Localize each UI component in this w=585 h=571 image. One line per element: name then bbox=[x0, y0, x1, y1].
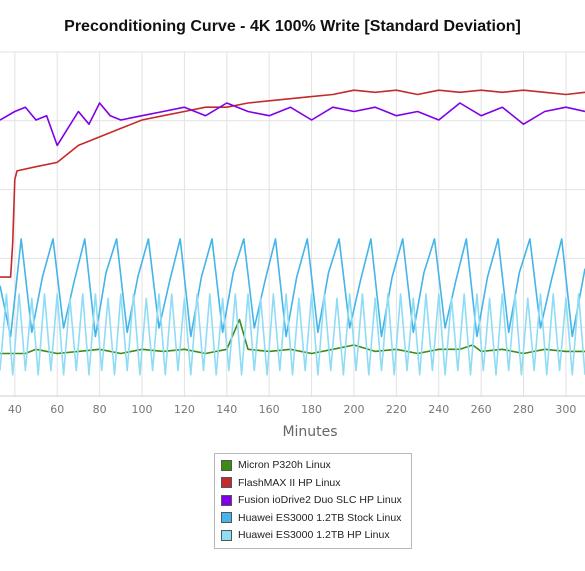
series-line-4 bbox=[0, 238, 585, 338]
legend-swatch bbox=[221, 494, 232, 506]
legend-item: Micron P320h Linux bbox=[221, 457, 331, 473]
series-line-1 bbox=[0, 318, 585, 355]
x-tick-label: 140 bbox=[216, 403, 237, 416]
legend: Micron P320h Linux FlashMAX II HP Linux Fu… bbox=[214, 453, 412, 549]
x-tick-label: 100 bbox=[132, 403, 153, 416]
x-tick-label: 200 bbox=[343, 403, 364, 416]
x-tick-label: 40 bbox=[8, 403, 22, 416]
legend-swatch bbox=[221, 512, 232, 523]
x-tick-label: 180 bbox=[301, 403, 322, 416]
legend-swatch bbox=[221, 459, 232, 471]
legend-item: Huawei ES3000 1.2TB Stock Linux bbox=[221, 510, 401, 526]
x-tick-labels: 40 60 80 100 120 140 160 180 200 220 240 260 280 300 bbox=[8, 403, 577, 416]
chart-plot: 40 60 80 100 120 140 160 180 200 220 240 260 280 300 bbox=[0, 51, 585, 416]
legend-swatch bbox=[221, 477, 232, 488]
series-lines bbox=[0, 89, 585, 376]
x-tick-label: 120 bbox=[174, 403, 195, 416]
x-tick-label: 60 bbox=[50, 403, 64, 416]
chart-title: Preconditioning Curve - 4K 100% Write [S… bbox=[64, 18, 521, 35]
series-line-3 bbox=[0, 102, 585, 147]
x-tick-label: 80 bbox=[93, 403, 107, 416]
legend-label: Micron P320h Linux bbox=[238, 459, 331, 471]
legend-label: Huawei ES3000 1.2TB HP Linux bbox=[238, 529, 390, 541]
legend-label: Fusion ioDrive2 Duo SLC HP Linux bbox=[238, 494, 402, 506]
legend-item: FlashMAX II HP Linux bbox=[221, 475, 341, 491]
legend-label: Huawei ES3000 1.2TB Stock Linux bbox=[238, 511, 402, 524]
legend-item: Fusion ioDrive2 Duo SLC HP Linux bbox=[221, 492, 402, 508]
x-tick-label: 220 bbox=[386, 403, 407, 416]
legend-item: Huawei ES3000 1.2TB HP Linux bbox=[221, 527, 390, 543]
x-tick-label: 160 bbox=[259, 403, 280, 416]
legend-swatch bbox=[221, 529, 232, 541]
x-tick-label: 280 bbox=[513, 403, 534, 416]
series-line-5 bbox=[0, 293, 585, 376]
x-tick-label: 300 bbox=[555, 403, 576, 416]
x-tick-label: 240 bbox=[428, 403, 449, 416]
x-axis-label: Minutes bbox=[282, 424, 338, 440]
grid-lines bbox=[0, 51, 585, 397]
legend-label: FlashMAX II HP Linux bbox=[238, 476, 341, 489]
series-line-2 bbox=[0, 89, 585, 278]
x-tick-label: 260 bbox=[471, 403, 492, 416]
